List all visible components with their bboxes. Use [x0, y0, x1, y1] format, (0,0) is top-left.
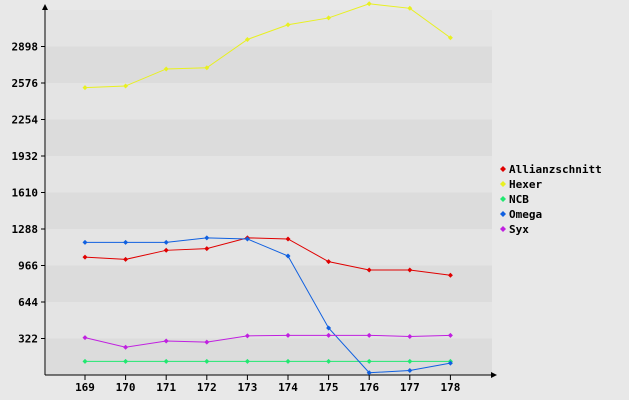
data-point [366, 370, 372, 376]
data-point [366, 332, 372, 338]
data-point [123, 239, 129, 245]
series-line [84, 3, 451, 89]
data-point [285, 236, 291, 242]
x-tick-label: 170 [116, 381, 136, 394]
data-point [447, 332, 453, 338]
data-point [204, 235, 210, 241]
data-point [326, 15, 332, 21]
axes [42, 4, 497, 378]
data-point [123, 358, 129, 364]
series-line [84, 334, 451, 348]
grid-band [46, 83, 492, 120]
data-point [407, 267, 413, 273]
grid-band [46, 46, 492, 83]
data-point [163, 358, 169, 364]
data-point [244, 333, 250, 339]
data-point [163, 338, 169, 344]
legend-marker [500, 196, 506, 202]
data-point [447, 272, 453, 278]
data-point [82, 85, 88, 91]
y-tick-label: 644 [18, 296, 38, 309]
data-point [82, 335, 88, 341]
data-point [407, 5, 413, 11]
data-point [244, 36, 250, 42]
x-tick-label: 178 [440, 381, 460, 394]
data-point [244, 358, 250, 364]
legend: Allianzschnitt Hexer NCB Omega Syx [500, 163, 602, 236]
data-point [326, 325, 332, 331]
data-point [366, 1, 372, 7]
y-axis-arrow [42, 4, 48, 10]
data-point [407, 358, 413, 364]
legend-label: Syx [509, 223, 529, 236]
data-point [204, 246, 210, 252]
data-point [326, 332, 332, 338]
x-axis-arrow [491, 372, 497, 378]
data-point [285, 253, 291, 259]
data-point [123, 256, 129, 262]
data-point [447, 360, 453, 366]
data-point [407, 333, 413, 339]
grid-band [46, 156, 492, 193]
data-point [447, 35, 453, 41]
data-point [163, 239, 169, 245]
data-point [326, 259, 332, 265]
y-tick-label: 1610 [12, 187, 39, 200]
y-tick-label: 1288 [12, 223, 39, 236]
grid-band [46, 119, 492, 156]
data-point [204, 358, 210, 364]
grid-band [46, 229, 492, 266]
x-tick-label: 171 [156, 381, 176, 394]
x-tick-label: 173 [237, 381, 257, 394]
grid-band [46, 10, 492, 47]
data-point [366, 358, 372, 364]
data-point [366, 267, 372, 273]
grid-bands [46, 10, 492, 375]
legend-marker [500, 181, 506, 187]
y-tick-label: 1932 [12, 150, 39, 163]
grid-band [46, 192, 492, 229]
series-group [82, 1, 453, 376]
x-tick-label: 175 [319, 381, 339, 394]
grid-band [46, 265, 492, 302]
data-point [204, 339, 210, 345]
series-line [84, 237, 451, 276]
y-tick-label: 2254 [12, 114, 39, 127]
series-line [85, 237, 451, 374]
data-point [123, 83, 129, 89]
data-point [123, 344, 129, 350]
data-point [82, 254, 88, 260]
legend-marker [500, 211, 506, 217]
x-tick-label: 169 [75, 381, 95, 394]
data-point [82, 239, 88, 245]
y-tick-label: 2576 [12, 77, 39, 90]
x-ticks: 169 170 171 172 173 174 175 176 177 178 [75, 375, 460, 394]
data-point [407, 367, 413, 373]
legend-label: Omega [509, 208, 542, 221]
x-tick-label: 174 [278, 381, 298, 394]
y-ticks: 322 644 966 1288 1610 1932 2254 2576 2898 [12, 41, 45, 346]
legend-label: NCB [509, 193, 529, 206]
data-point [285, 22, 291, 28]
data-point [285, 332, 291, 338]
legend-label: Allianzschnitt [509, 163, 602, 176]
y-tick-label: 966 [18, 260, 38, 273]
data-point [285, 358, 291, 364]
grid-band [46, 302, 492, 339]
legend-marker [500, 166, 506, 172]
data-point [326, 358, 332, 364]
data-point [82, 358, 88, 364]
data-point [163, 247, 169, 253]
data-point [204, 65, 210, 71]
y-tick-label: 2898 [12, 41, 39, 54]
x-tick-label: 172 [197, 381, 217, 394]
data-point [244, 236, 250, 242]
x-tick-label: 177 [400, 381, 420, 394]
y-tick-label: 322 [18, 333, 38, 346]
legend-label: Hexer [509, 178, 542, 191]
data-point [163, 66, 169, 72]
legend-marker [500, 226, 506, 232]
x-tick-label: 176 [359, 381, 379, 394]
